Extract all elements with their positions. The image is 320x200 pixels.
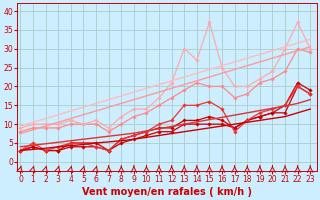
- X-axis label: Vent moyen/en rafales ( km/h ): Vent moyen/en rafales ( km/h ): [82, 187, 252, 197]
